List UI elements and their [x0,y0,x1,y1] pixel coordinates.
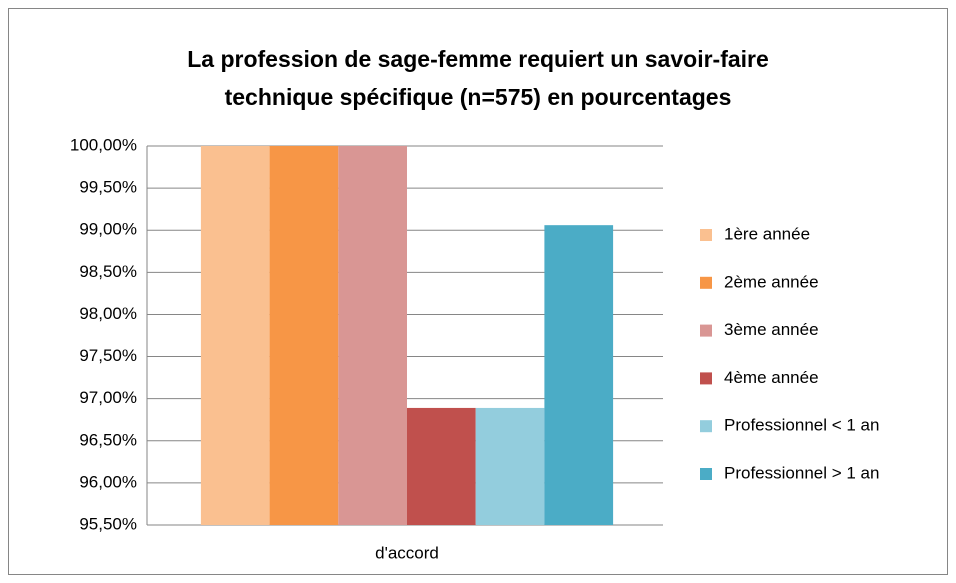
y-tick-label: 99,00% [79,220,137,239]
legend-swatch [700,229,712,241]
bar [269,146,339,525]
legend-label: Professionnel > 1 an [724,463,879,482]
legend-swatch [700,276,712,289]
chart-title: La profession de sage-femme requiert un … [187,46,769,110]
legend-swatch [700,420,712,433]
y-tick-label: 100,00% [70,135,137,154]
legend-swatch [700,468,712,480]
legend-label: 4ème année [724,368,819,387]
legend-swatch [700,372,712,385]
y-tick-label: 99,50% [79,178,137,197]
legend-label: 3ème année [724,320,819,339]
y-tick-label: 96,50% [79,430,137,449]
y-tick-label: 96,00% [79,472,137,491]
legend-label: Professionnel < 1 an [724,416,879,435]
x-tick-label: d'accord [375,543,439,562]
y-tick-label: 97,00% [79,388,137,407]
legend-label: 2ème année [724,272,819,291]
bar [200,146,270,525]
bar [407,407,476,525]
legend-label: 1ère année [724,224,810,243]
y-tick-label: 97,50% [79,346,137,365]
y-tick-label: 98,00% [79,304,137,323]
bar [544,225,614,525]
bar [475,407,545,525]
bar [338,146,407,525]
y-tick-label: 98,50% [79,262,137,281]
y-tick-label: 95,50% [79,514,137,533]
legend-swatch [700,324,712,337]
